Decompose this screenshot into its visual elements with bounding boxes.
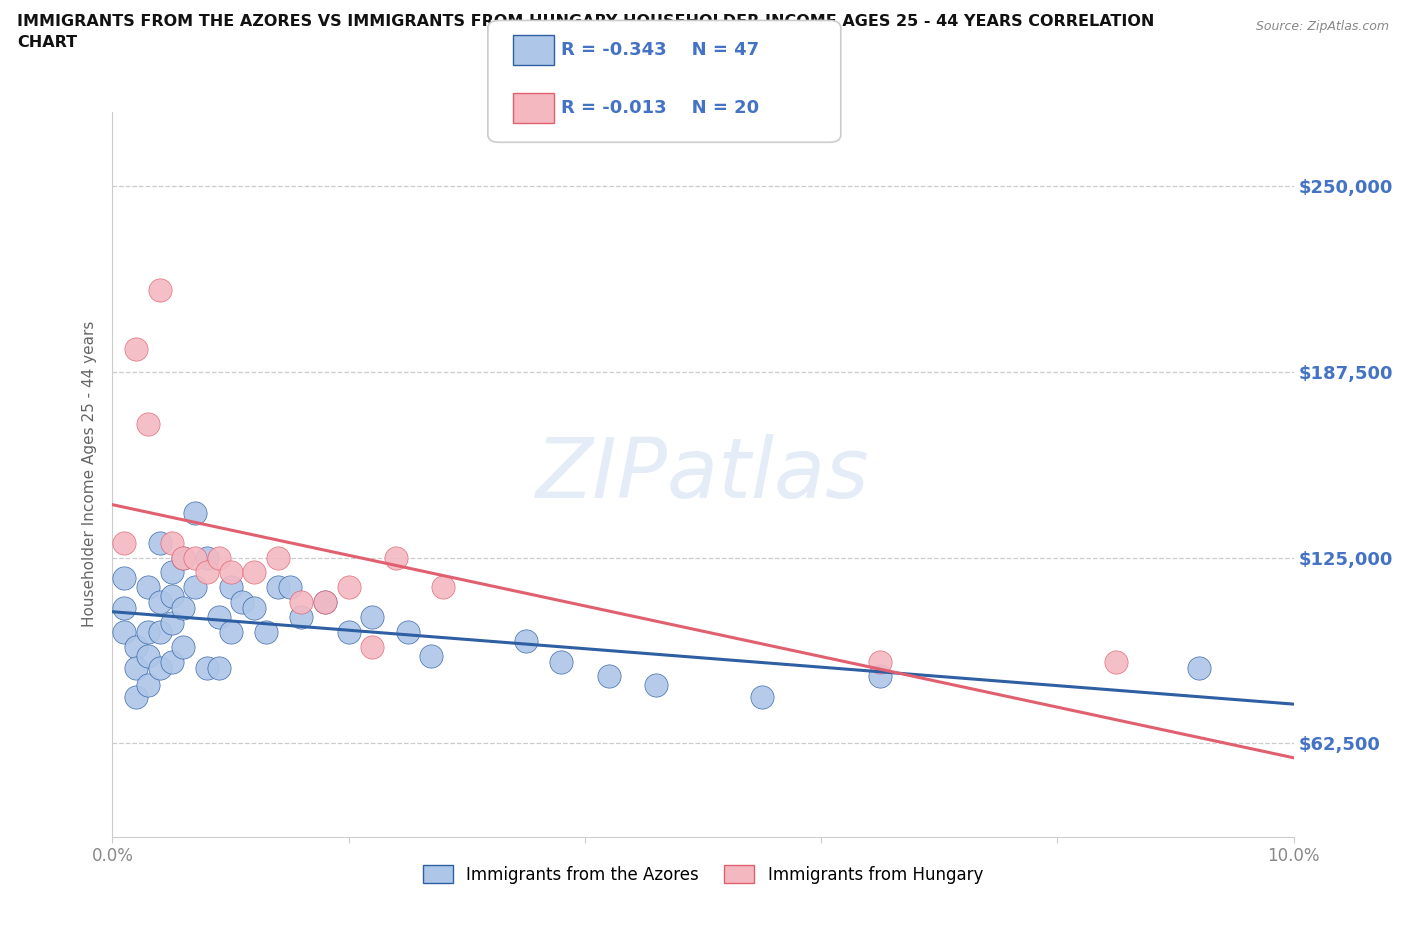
Point [1188, 660, 1211, 675]
Point [550, 654, 572, 669]
Point [267, 551, 290, 565]
Point [208, 609, 231, 624]
Point [125, 639, 148, 654]
Point [314, 594, 336, 609]
Point [184, 506, 207, 521]
Point [172, 551, 194, 565]
Point [385, 551, 408, 565]
Point [136, 417, 159, 432]
Point [290, 594, 312, 609]
Point [361, 609, 384, 624]
Point [160, 616, 183, 631]
Point [160, 536, 183, 551]
Point [160, 589, 183, 604]
Point [337, 624, 360, 639]
Point [195, 565, 218, 579]
Point [149, 624, 172, 639]
Point [219, 565, 242, 579]
Point [290, 609, 312, 624]
Point [172, 551, 194, 565]
Point [869, 654, 891, 669]
Text: CHART: CHART [17, 35, 77, 50]
Text: ZIPatlas: ZIPatlas [536, 433, 870, 515]
Point [1105, 654, 1128, 669]
Text: Source: ZipAtlas.com: Source: ZipAtlas.com [1256, 20, 1389, 33]
Point [219, 579, 242, 594]
Point [751, 690, 773, 705]
Point [136, 678, 159, 693]
Point [420, 648, 443, 663]
Point [112, 536, 135, 551]
Point [243, 565, 266, 579]
Text: R = -0.343    N = 47: R = -0.343 N = 47 [561, 41, 759, 60]
Point [195, 551, 218, 565]
Point [136, 648, 159, 663]
Point [160, 654, 183, 669]
Point [195, 660, 218, 675]
Point [598, 669, 620, 684]
Point [219, 624, 242, 639]
Text: R = -0.013    N = 20: R = -0.013 N = 20 [561, 99, 759, 117]
Point [314, 594, 336, 609]
Point [644, 678, 666, 693]
Point [432, 579, 454, 594]
Point [361, 639, 384, 654]
Point [243, 601, 266, 616]
Point [184, 579, 207, 594]
Point [149, 660, 172, 675]
Point [125, 342, 148, 357]
Point [337, 579, 360, 594]
Point [278, 579, 301, 594]
Text: IMMIGRANTS FROM THE AZORES VS IMMIGRANTS FROM HUNGARY HOUSEHOLDER INCOME AGES 25: IMMIGRANTS FROM THE AZORES VS IMMIGRANTS… [17, 14, 1154, 29]
Point [208, 660, 231, 675]
Point [125, 660, 148, 675]
Point [149, 536, 172, 551]
Point [112, 624, 135, 639]
Point [136, 579, 159, 594]
Point [172, 639, 194, 654]
Point [112, 571, 135, 586]
Point [149, 594, 172, 609]
Point [184, 551, 207, 565]
Point [254, 624, 277, 639]
Point [267, 579, 290, 594]
Point [515, 633, 537, 648]
Point [396, 624, 419, 639]
Point [112, 601, 135, 616]
Legend: Immigrants from the Azores, Immigrants from Hungary: Immigrants from the Azores, Immigrants f… [416, 858, 990, 890]
Point [172, 601, 194, 616]
Point [149, 283, 172, 298]
Point [160, 565, 183, 579]
Point [125, 690, 148, 705]
Point [208, 551, 231, 565]
Point [869, 669, 891, 684]
Point [231, 594, 253, 609]
Y-axis label: Householder Income Ages 25 - 44 years: Householder Income Ages 25 - 44 years [82, 321, 97, 628]
Point [136, 624, 159, 639]
